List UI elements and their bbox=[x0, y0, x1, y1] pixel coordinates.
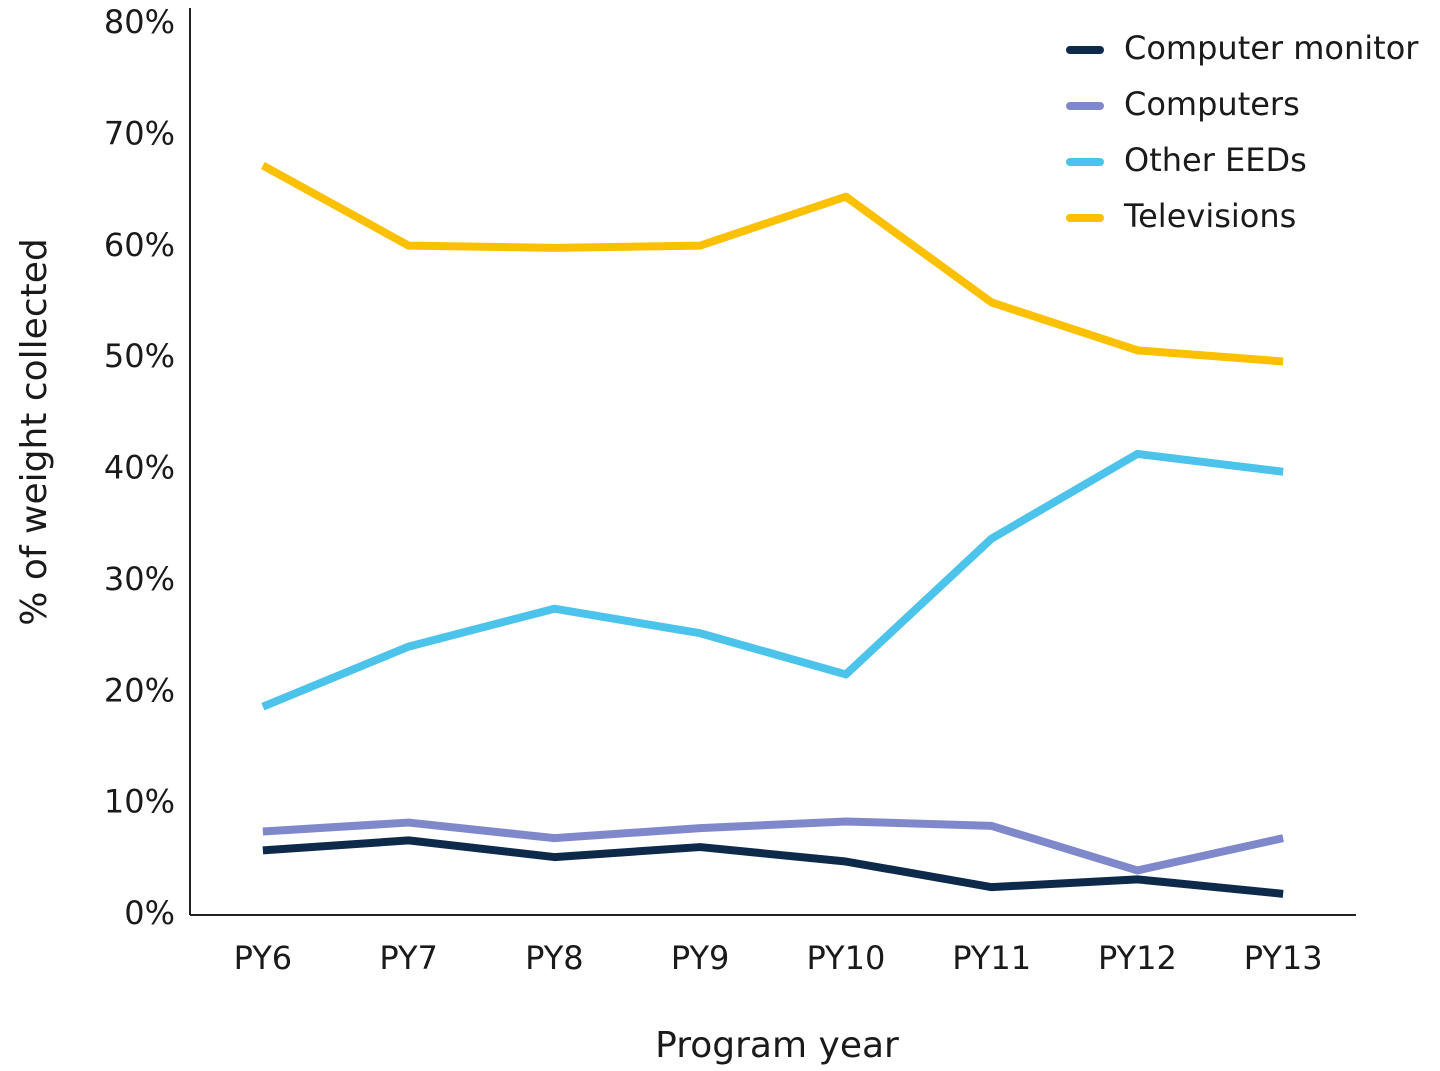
y-tick-label: 20% bbox=[104, 671, 175, 709]
y-tick-label: 70% bbox=[104, 114, 175, 152]
x-tick-label: PY12 bbox=[1098, 939, 1177, 977]
y-tick-label: 30% bbox=[104, 560, 175, 598]
y-tick-label: 10% bbox=[104, 783, 175, 821]
x-tick-label: PY7 bbox=[379, 939, 438, 977]
y-axis-label: % of weight collected bbox=[14, 238, 55, 626]
x-tick-label: PY13 bbox=[1244, 939, 1323, 977]
legend-label: Computer monitor bbox=[1124, 29, 1419, 67]
line-series bbox=[262, 836, 1284, 898]
x-tick-label: PY9 bbox=[671, 939, 730, 977]
y-tick-label: 0% bbox=[124, 894, 175, 932]
x-tick-label: PY10 bbox=[806, 939, 885, 977]
x-tick-label: PY6 bbox=[234, 939, 293, 977]
line-series bbox=[261, 449, 1284, 711]
y-tick-label: 40% bbox=[104, 449, 175, 487]
legend-label: Televisions bbox=[1123, 197, 1296, 235]
line-series bbox=[260, 161, 1284, 366]
y-tick-label: 60% bbox=[104, 226, 175, 264]
x-axis-label: Program year bbox=[655, 1025, 899, 1066]
x-tick-label: PY8 bbox=[525, 939, 584, 977]
legend-label: Computers bbox=[1124, 85, 1300, 123]
y-tick-label: 50% bbox=[104, 337, 175, 375]
y-tick-label: 80% bbox=[104, 3, 175, 41]
line-series bbox=[262, 817, 1284, 875]
x-tick-label: PY11 bbox=[952, 939, 1031, 977]
legend-label: Other EEDs bbox=[1124, 141, 1307, 179]
